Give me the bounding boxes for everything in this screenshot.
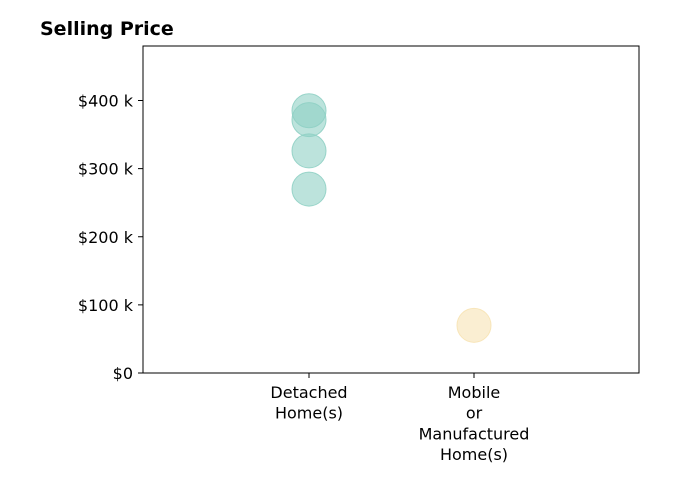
data-points xyxy=(291,93,492,343)
x-tick-label: Home(s) xyxy=(440,445,508,464)
x-tick-label: or xyxy=(466,404,483,423)
y-axis: $0 $100 k $200 k $300 k $400 k xyxy=(78,92,143,383)
x-tick-label: Mobile xyxy=(448,383,500,402)
plot-area xyxy=(142,45,640,374)
data-point xyxy=(291,133,327,169)
x-tick-label: Manufactured xyxy=(419,424,530,443)
data-point xyxy=(291,171,327,207)
data-point xyxy=(291,102,327,138)
y-tick-label: $400 k xyxy=(78,92,134,111)
plot-frame xyxy=(142,45,640,374)
y-tick-label: $300 k xyxy=(78,160,134,179)
x-tick-label: Home(s) xyxy=(275,404,343,423)
x-tick-label: Detached xyxy=(270,383,347,402)
y-tick-label: $200 k xyxy=(78,228,134,247)
data-point xyxy=(456,307,492,343)
y-tick-label: $100 k xyxy=(78,296,134,315)
y-tick-label: $0 xyxy=(113,364,133,383)
chart-title: Selling Price xyxy=(40,18,174,40)
